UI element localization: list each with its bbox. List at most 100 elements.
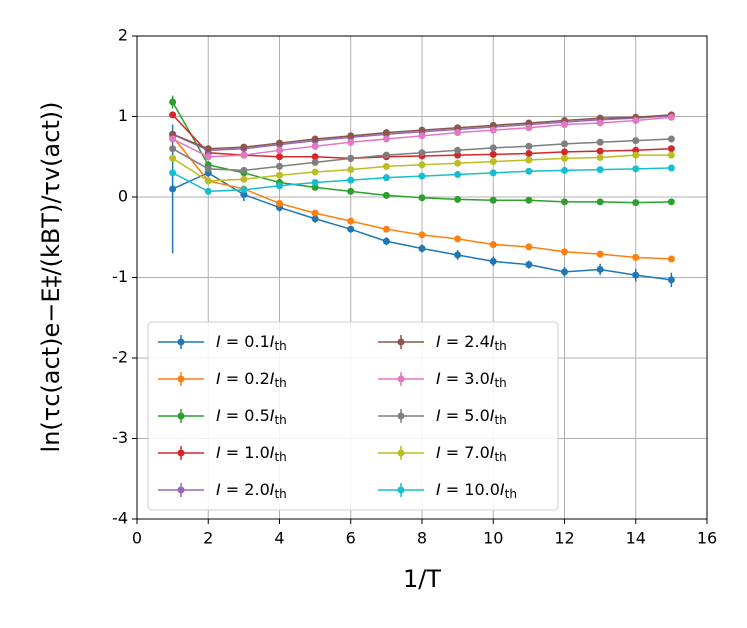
data-point [561,268,568,276]
data-point [454,235,462,243]
data-point [382,174,390,182]
data-point [489,150,497,158]
data-point [240,166,248,174]
data-point [667,151,675,159]
data-point [382,135,390,143]
data-point [561,121,568,129]
data-point [169,111,177,119]
legend-marker [177,486,185,494]
data-point [632,137,640,145]
data-point [525,150,533,158]
data-point [311,215,319,223]
data-point [382,151,390,159]
data-point [240,151,248,159]
y-tick-label: -4 [112,509,128,528]
legend-label: I = 1.0Ith [216,443,287,464]
x-tick-label: 2 [203,529,213,548]
data-point [347,166,355,174]
data-point [169,130,177,138]
data-point [454,170,462,178]
data-point [276,153,283,161]
data-point [418,161,426,169]
data-point [240,175,248,183]
data-point [667,198,675,206]
data-point [382,237,390,245]
legend-marker [177,375,185,383]
data-point [418,132,426,140]
data-point [596,154,604,162]
data-point [596,138,604,146]
data-point [204,153,212,161]
x-tick-label: 8 [417,529,427,548]
data-point [311,209,319,217]
data-point [561,140,568,148]
data-point [311,168,319,176]
y-tick-label: -2 [112,348,128,367]
data-point [667,164,675,172]
data-point [347,176,355,184]
data-point [632,151,640,159]
data-point [525,142,533,150]
data-point [382,191,390,199]
data-point [204,187,212,195]
data-point [276,171,283,179]
data-point [596,198,604,206]
data-point [561,154,568,162]
data-point [596,265,604,273]
data-point [454,146,462,154]
data-point [561,248,568,256]
legend-label: I = 7.0Ith [436,443,507,464]
legend-box [147,321,559,511]
data-point [632,253,640,261]
legend-label: I = 0.5Ith [216,406,287,427]
data-point [311,183,319,191]
data-point [667,276,675,284]
data-point [347,132,355,140]
data-point [311,153,319,161]
data-point [525,124,533,132]
x-tick-label: 14 [626,529,646,548]
data-point [347,154,355,162]
legend-label: I = 5.0Ith [436,406,507,427]
data-point [632,165,640,173]
data-point [525,243,533,251]
legend-marker [397,338,405,346]
data-point [418,245,426,253]
data-point [276,146,283,154]
data-point [169,169,177,177]
data-point [489,169,497,177]
legend-marker [397,412,405,420]
data-point [525,196,533,204]
legend-marker [177,449,185,457]
data-point [489,144,497,152]
data-point [382,129,390,137]
legend-label: I = 2.4Ith [436,332,507,353]
data-point [382,225,390,233]
legend: I = 0.1Ith I = 0.2Ith I = 0.5Ith I = 1.0Ith… [147,321,559,511]
data-point [276,139,283,147]
x-tick-label: 12 [554,529,574,548]
legend-marker [177,338,185,346]
x-tick-label: 10 [483,529,503,548]
data-point [418,172,426,180]
data-point [632,199,640,207]
data-point [525,156,533,164]
data-point [240,143,248,151]
legend-marker [397,449,405,457]
data-point [454,124,462,132]
data-point [561,148,568,156]
data-point [347,225,355,233]
data-point [632,117,640,125]
data-point [347,217,355,225]
data-point [596,250,604,258]
data-point [454,129,462,137]
plot-frame [136,35,708,520]
data-point [632,271,640,279]
data-point [240,191,248,199]
data-point [418,126,426,134]
y-tick-label: -1 [112,267,128,286]
data-point [276,162,283,170]
data-point [169,98,177,106]
data-point [311,179,319,187]
data-point [347,187,355,195]
